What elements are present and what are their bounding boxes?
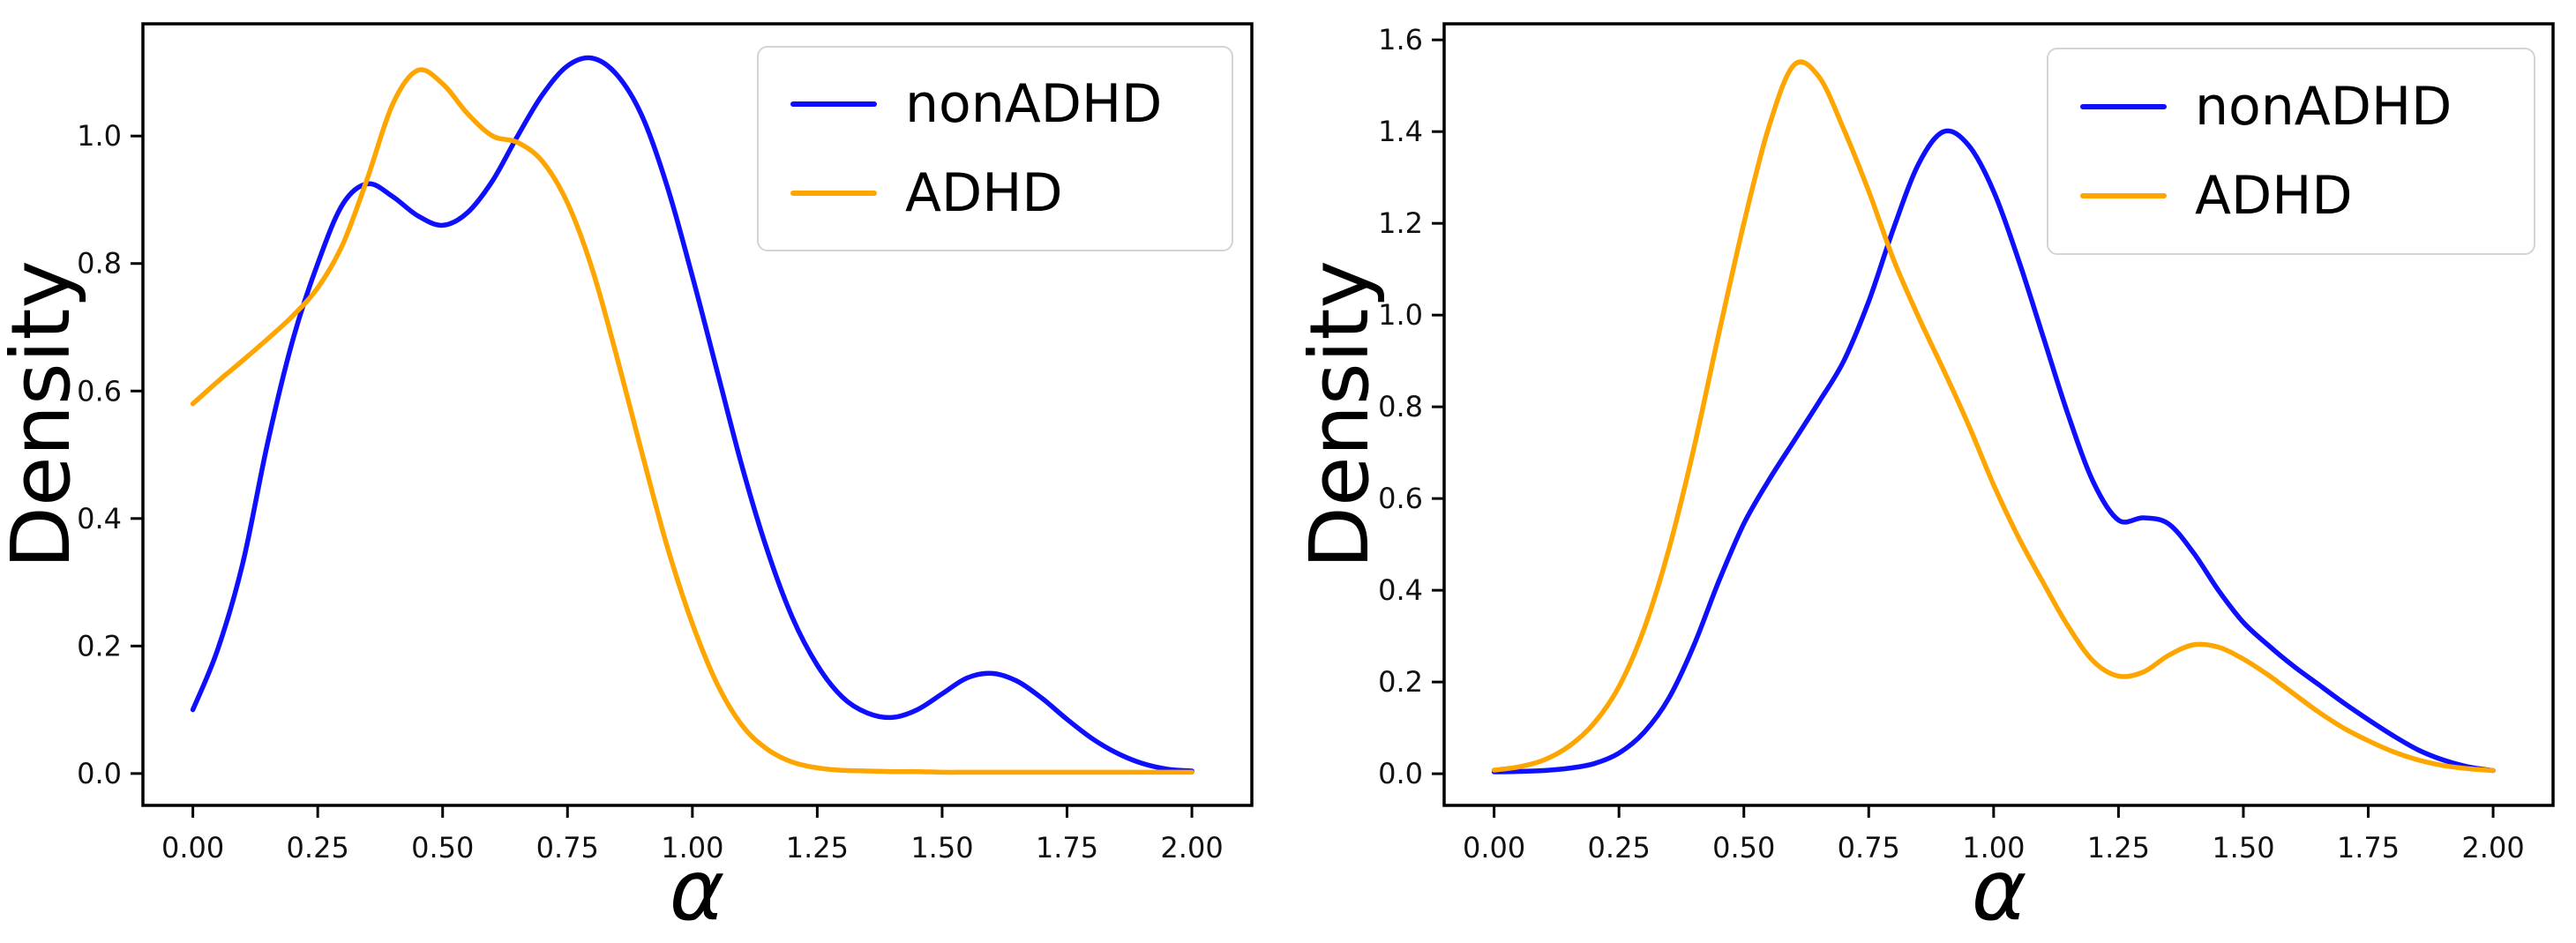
plot-frame	[141, 22, 1254, 807]
x-tick-label: 0.25	[1588, 831, 1651, 864]
y-tick-label: 0.0	[1378, 757, 1423, 790]
y-axis-label: Density	[1292, 260, 1387, 569]
density-curve-nonadhd	[190, 55, 1194, 774]
x-tick-label: 1.75	[1036, 831, 1098, 864]
legend: nonADHD ADHD	[757, 46, 1233, 251]
x-axis-label: α	[1972, 842, 2027, 939]
y-tick-label: 0.8	[77, 247, 122, 281]
x-tick-label: 0.00	[161, 831, 224, 864]
x-tick-label: 0.25	[287, 831, 349, 864]
y-tick-label: 0.8	[1378, 390, 1423, 423]
density-curve-adhd	[1491, 59, 2496, 774]
y-tick-label: 0.4	[77, 502, 122, 535]
y-tick-label: 0.4	[1378, 573, 1423, 607]
legend-label-adhd: ADHD	[905, 161, 1063, 224]
density-curve-nonadhd	[1491, 128, 2496, 775]
x-tick-label: 1.00	[661, 831, 723, 864]
kde-panel-left: Density α 0.00 0.25 0.50 0.75 1.00 1.25 1.50 1.…	[0, 22, 1254, 939]
x-axis-label: α	[670, 842, 725, 939]
plot-area: 0.00 0.25 0.50 0.75 1.00 1.25 1.50 1.75 2.00 0.0 0…	[1378, 22, 2555, 864]
plot-area: 0.00 0.25 0.50 0.75 1.00 1.25 1.50 1.75 2.00 0.0 0…	[77, 22, 1254, 864]
legend-line-adhd	[2080, 193, 2167, 199]
legend-item-adhd: ADHD	[2057, 167, 2525, 225]
x-tick-label: 0.00	[1463, 831, 1525, 864]
y-tick-label: 1.0	[1378, 298, 1423, 332]
legend-label-nonadhd: nonADHD	[2195, 75, 2452, 138]
x-tick-label: 1.00	[1962, 831, 2025, 864]
y-tick-label: 1.2	[1378, 206, 1423, 240]
legend-label-adhd: ADHD	[2195, 165, 2353, 228]
kde-plot-left: Density α 0.00 0.25 0.50 0.75 1.00 1.25 1.50 1.…	[0, 22, 1254, 939]
legend-label-nonadhd: nonADHD	[905, 73, 1163, 136]
y-tick-label: 0.0	[77, 757, 122, 790]
y-tick-label: 1.0	[77, 119, 122, 153]
kde-plot-right: Density α 0.00 0.25 0.50 0.75 1.00 1.25 1.50 1.…	[1292, 22, 2555, 939]
y-tick-label: 0.6	[1378, 482, 1423, 515]
legend-line-nonadhd	[2080, 103, 2167, 109]
x-tick-label: 0.50	[1712, 831, 1775, 864]
x-tick-label: 1.50	[2212, 831, 2274, 864]
x-tick-label: 0.75	[1838, 831, 1900, 864]
y-tick-label: 1.6	[1378, 23, 1423, 56]
x-tick-label: 2.00	[2461, 831, 2524, 864]
plot-frame	[1442, 22, 2555, 807]
x-tick-label: 0.75	[536, 831, 599, 864]
x-tick-label: 1.25	[2087, 831, 2150, 864]
y-tick-label: 0.2	[77, 629, 122, 662]
x-tick-label: 1.50	[910, 831, 973, 864]
kde-panel-right: Density α 0.00 0.25 0.50 0.75 1.00 1.25 1.50 1.…	[1288, 0, 2576, 943]
legend-item-adhd: ADHD	[768, 164, 1223, 222]
legend-line-nonadhd	[790, 101, 877, 108]
y-tick-label: 0.6	[77, 374, 122, 408]
density-curve-adhd	[190, 67, 1194, 775]
legend-item-nonadhd: nonADHD	[2057, 78, 2525, 136]
y-tick-label: 1.4	[1378, 115, 1423, 148]
legend-line-adhd	[790, 190, 877, 196]
y-axis-label: Density	[0, 260, 88, 569]
legend-item-nonadhd: nonADHD	[768, 75, 1223, 133]
x-tick-label: 0.50	[411, 831, 474, 864]
x-tick-label: 1.25	[786, 831, 849, 864]
x-tick-label: 2.00	[1160, 831, 1223, 864]
legend: nonADHD ADHD	[2047, 48, 2535, 255]
x-tick-label: 1.75	[2337, 831, 2400, 864]
y-tick-label: 0.2	[1378, 665, 1423, 699]
